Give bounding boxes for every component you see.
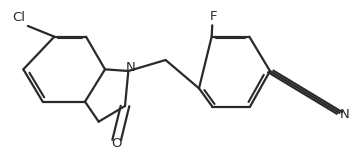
- Text: O: O: [111, 137, 122, 150]
- Text: F: F: [210, 10, 217, 23]
- Text: N: N: [340, 108, 350, 122]
- Text: Cl: Cl: [12, 11, 25, 24]
- Text: N: N: [125, 61, 135, 74]
